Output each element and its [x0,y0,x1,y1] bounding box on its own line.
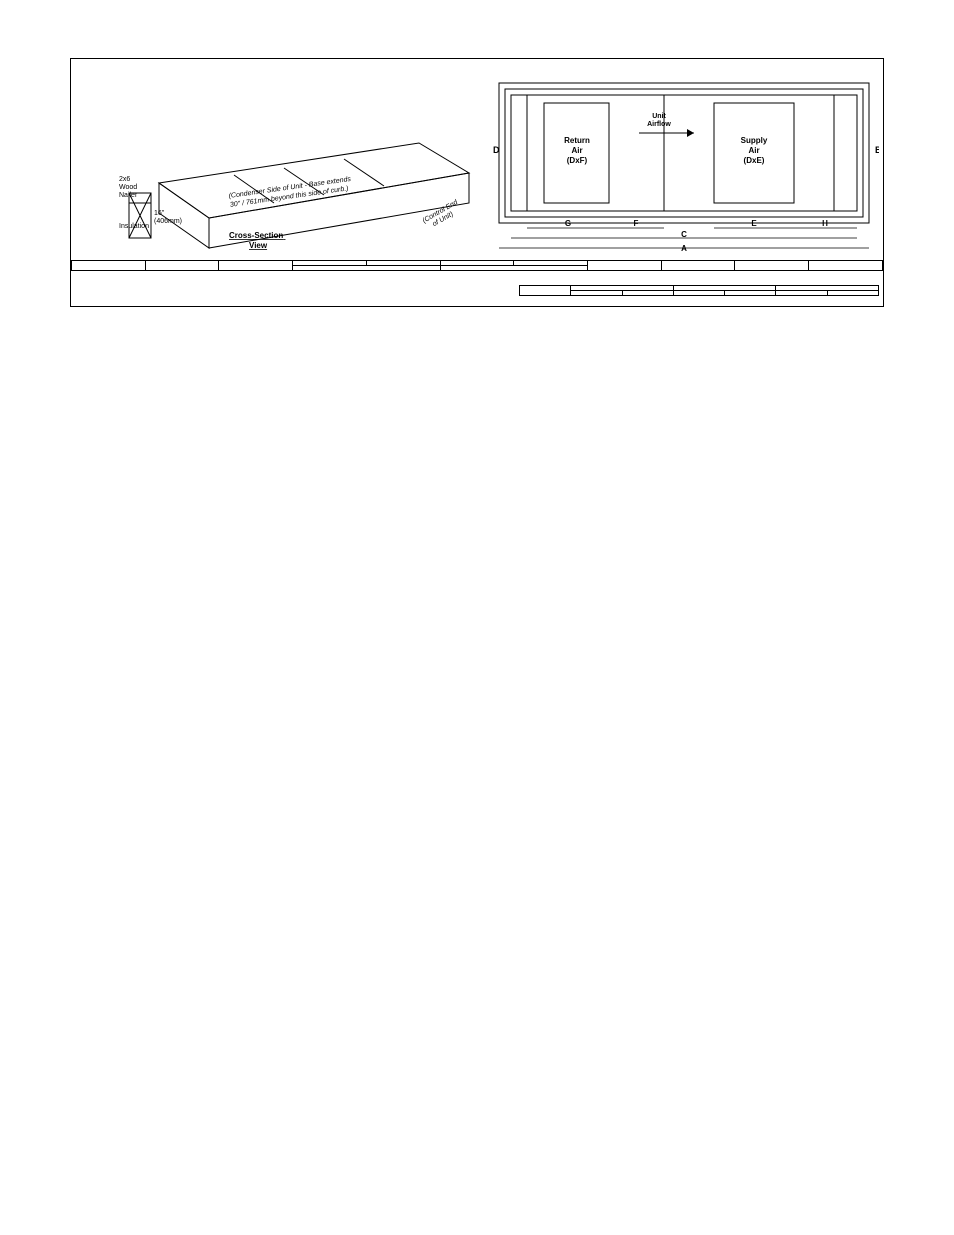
svg-text:H: H [822,219,828,228]
svg-text:D: D [493,145,500,155]
svg-text:Cross-Section View: Cross-Section View [229,231,285,250]
svg-text:16": 16" [154,210,165,217]
svg-text:UnitAirflow: UnitAirflow [647,113,671,128]
svg-text:G: G [565,219,571,228]
svg-text:SupplyAir(DxE): SupplyAir(DxE) [741,136,768,165]
svg-text:2x6: 2x6 [119,176,130,183]
svg-text:B: B [875,145,879,155]
svg-text:Nailer: Nailer [119,192,138,199]
svg-text:C: C [681,230,687,239]
weights-table [519,285,879,296]
svg-text:(406mm): (406mm) [154,218,182,225]
dimensions-table [71,260,883,271]
svg-text:ReturnAir(DxF): ReturnAir(DxF) [564,136,590,165]
svg-text:Wood: Wood [119,184,137,191]
svg-text:F: F [634,219,639,228]
top-view-diagram: ReturnAir(DxF) UnitAirflow SupplyAir(DxE… [489,63,879,256]
svg-text:Insulation: Insulation [119,223,149,230]
svg-text:A: A [681,244,687,253]
footnotes [75,277,489,296]
svg-text:(Control End of Unit: (Control End of Unit) [422,198,465,232]
isometric-diagram: (Condenser Side of Unit - Base extends 3… [119,63,479,256]
svg-text:E: E [751,219,757,228]
